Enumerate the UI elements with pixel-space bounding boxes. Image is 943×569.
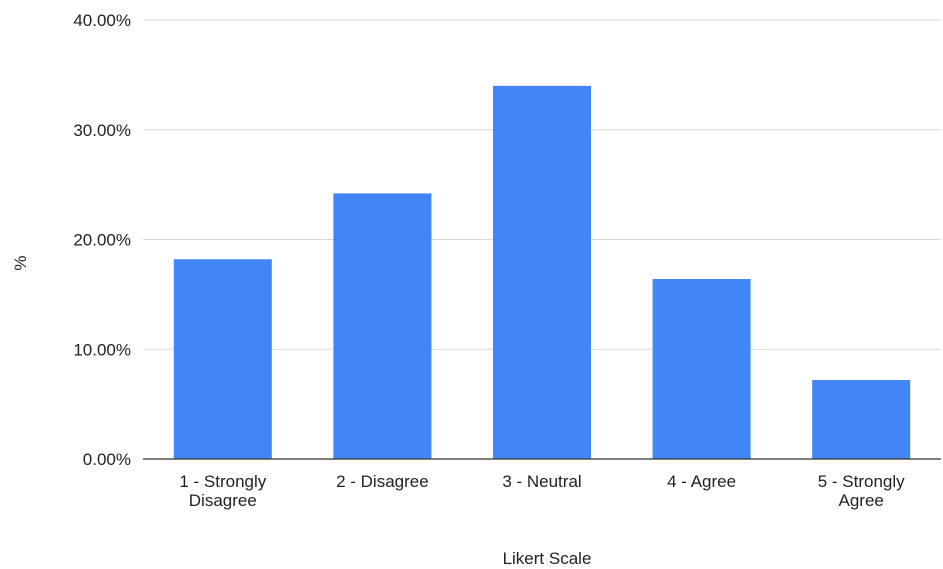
x-tick-label: 2 - Disagree — [336, 472, 429, 491]
y-axis-title: % — [11, 255, 30, 270]
y-tick-label: 20.00% — [73, 231, 131, 250]
x-axis-ticks: 1 - Strongly Disagree 2 - Disagree 3 - Neut… — [179, 472, 905, 510]
x-tick-label-line: 2 - Disagree — [336, 472, 429, 491]
y-axis-ticks: 0.00% 10.00% 20.00% 30.00% 40.00% — [73, 11, 131, 469]
y-tick-label: 40.00% — [73, 11, 131, 30]
x-tick-label-line: Agree — [839, 491, 884, 510]
x-tick-label-line: 5 - Strongly — [818, 472, 905, 491]
bars — [143, 85, 941, 460]
x-tick-label: 5 - Strongly Agree — [818, 472, 905, 510]
y-tick-label: 30.00% — [73, 121, 131, 140]
x-tick-label-line: Disagree — [189, 491, 257, 510]
bar — [652, 279, 751, 459]
bar — [333, 193, 432, 459]
bar — [173, 259, 272, 459]
x-tick-label-line: 3 - Neutral — [502, 472, 581, 491]
bar — [493, 85, 591, 459]
x-tick-label: 4 - Agree — [667, 472, 736, 491]
y-tick-label: 10.00% — [73, 340, 131, 359]
x-tick-label-line: 4 - Agree — [667, 472, 736, 491]
x-tick-label: 3 - Neutral — [502, 472, 581, 491]
x-axis-title: Likert Scale — [503, 549, 592, 568]
x-tick-label: 1 - Strongly Disagree — [179, 472, 266, 510]
x-tick-label-line: 1 - Strongly — [179, 472, 266, 491]
bar — [812, 379, 911, 459]
y-tick-label: 0.00% — [83, 450, 131, 469]
